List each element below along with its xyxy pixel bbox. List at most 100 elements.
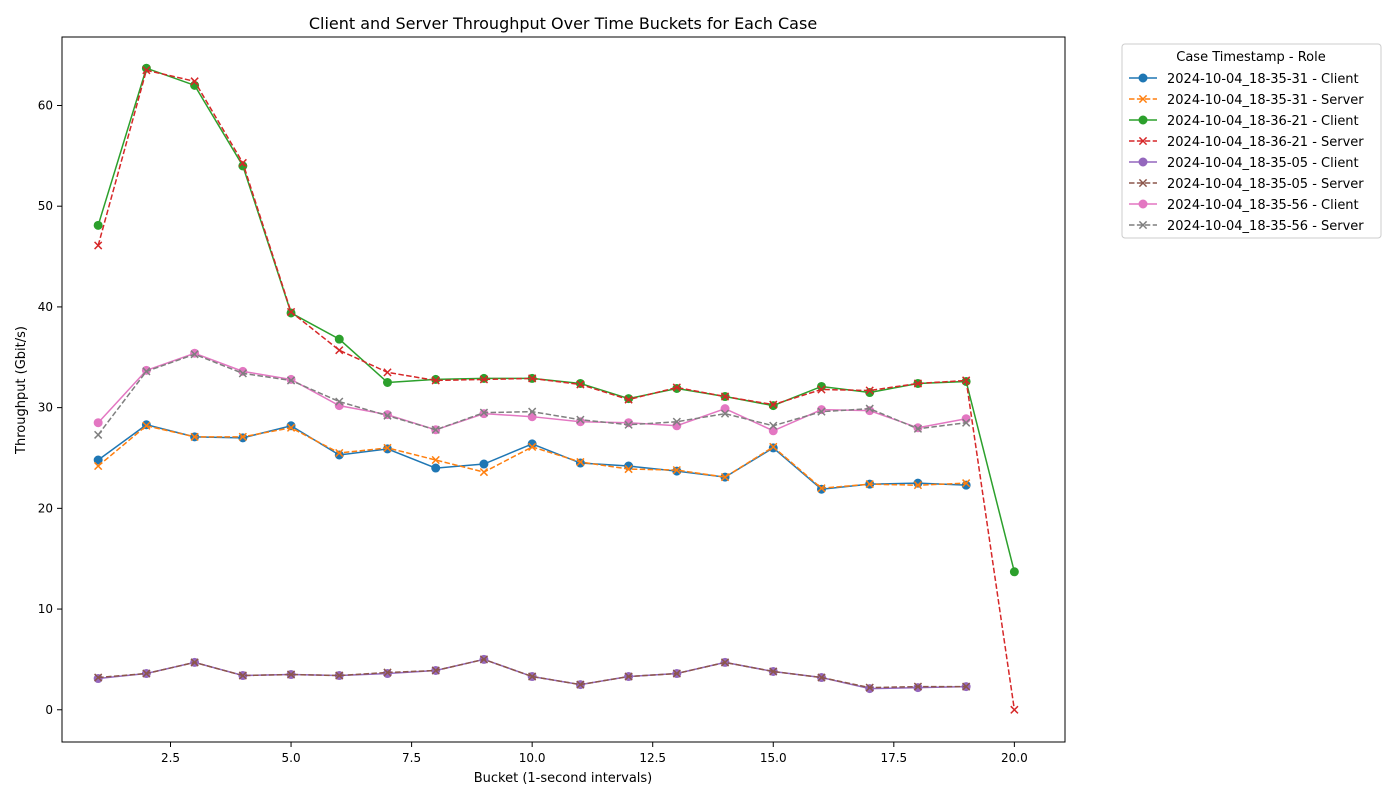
- legend-entry: 2024-10-04_18-36-21 - Client: [1129, 114, 1359, 129]
- chart-title: Client and Server Throughput Over Time B…: [309, 14, 817, 33]
- series-2024-10-04-18-35-56-server: [94, 350, 971, 439]
- data-point: [431, 425, 440, 434]
- y-tick-label: 60: [38, 98, 53, 112]
- legend-marker: [1138, 220, 1148, 230]
- legend-label: 2024-10-04_18-36-21 - Server: [1167, 135, 1364, 150]
- data-point: [769, 442, 778, 452]
- y-tick-label: 50: [38, 199, 53, 213]
- data-point: [286, 423, 296, 432]
- data-point: [286, 376, 296, 385]
- series-2024-10-04-18-35-31-server: [94, 421, 971, 493]
- data-point: [576, 380, 585, 389]
- legend-label: 2024-10-04_18-35-05 - Server: [1167, 177, 1364, 192]
- data-point: [431, 463, 441, 473]
- data-point: [817, 484, 826, 493]
- data-point: [383, 668, 392, 677]
- y-tick-label: 10: [38, 602, 53, 616]
- x-tick-label: 17.5: [880, 751, 907, 765]
- data-point: [672, 383, 681, 392]
- data-point: [672, 669, 681, 678]
- data-point: [528, 407, 537, 416]
- data-point: [479, 467, 489, 477]
- x-axis-label: Bucket (1-second intervals): [474, 771, 653, 786]
- data-point: [913, 379, 923, 388]
- legend-marker: [1138, 157, 1148, 167]
- data-point: [962, 376, 971, 385]
- data-point: [94, 430, 103, 439]
- legend-title: Case Timestamp - Role: [1176, 50, 1325, 65]
- y-tick-label: 40: [38, 300, 53, 314]
- x-tick-label: 5.0: [282, 751, 301, 765]
- data-point: [865, 386, 874, 395]
- data-point: [479, 459, 489, 469]
- data-point: [865, 683, 874, 692]
- data-point: [190, 350, 199, 359]
- data-point: [576, 457, 585, 467]
- data-point: [142, 66, 151, 75]
- data-point: [431, 666, 440, 675]
- y-axis-label: Throughput (Gbit/s): [14, 326, 29, 455]
- data-point: [93, 455, 103, 465]
- x-tick-label: 2.5: [161, 751, 180, 765]
- data-point: [238, 432, 247, 441]
- data-point: [238, 671, 247, 680]
- data-point: [479, 408, 489, 417]
- data-point: [769, 421, 778, 430]
- data-point: [93, 220, 103, 230]
- data-point: [913, 682, 923, 691]
- legend-label: 2024-10-04_18-35-56 - Server: [1167, 219, 1364, 234]
- data-point: [624, 464, 633, 474]
- data-point: [624, 672, 633, 681]
- legend-entry: 2024-10-04_18-35-05 - Server: [1129, 177, 1364, 192]
- y-tick-label: 30: [38, 401, 53, 415]
- data-point: [672, 421, 682, 431]
- data-point: [479, 375, 489, 384]
- data-point: [383, 368, 392, 377]
- data-point: [142, 669, 151, 678]
- data-point: [286, 307, 296, 317]
- x-tick-label: 15.0: [760, 751, 787, 765]
- data-point: [672, 417, 681, 426]
- legend-label: 2024-10-04_18-35-31 - Server: [1167, 93, 1364, 108]
- data-point: [190, 658, 199, 667]
- data-point: [624, 420, 633, 429]
- data-point: [142, 367, 151, 376]
- data-point: [383, 411, 392, 420]
- legend-marker: [1138, 136, 1148, 146]
- legend-entry: 2024-10-04_18-35-05 - Client: [1129, 156, 1359, 171]
- legend-label: 2024-10-04_18-35-56 - Client: [1167, 198, 1359, 213]
- legend-marker: [1138, 199, 1148, 209]
- legend-entry: 2024-10-04_18-35-56 - Server: [1129, 219, 1364, 234]
- data-point: [94, 673, 103, 682]
- data-point: [769, 667, 778, 676]
- data-point: [817, 407, 826, 416]
- data-point: [142, 421, 151, 430]
- legend-marker: [1138, 94, 1148, 104]
- data-point: [720, 658, 730, 667]
- data-point: [769, 400, 778, 409]
- plot-frame: [61, 36, 1066, 743]
- data-point: [94, 241, 103, 250]
- data-point: [238, 369, 247, 378]
- data-point: [624, 395, 633, 404]
- data-point: [576, 415, 585, 424]
- data-point: [817, 673, 826, 682]
- legend-label: 2024-10-04_18-36-21 - Client: [1167, 114, 1359, 129]
- y-tick-label: 0: [45, 703, 53, 717]
- data-point: [528, 374, 537, 383]
- data-point: [93, 418, 103, 428]
- data-point: [335, 448, 344, 458]
- data-point: [720, 472, 730, 482]
- data-point: [190, 432, 199, 441]
- legend-marker: [1138, 178, 1148, 188]
- x-tick-label: 20.0: [1001, 751, 1028, 765]
- series-line: [97, 69, 1016, 710]
- data-point: [190, 77, 199, 86]
- data-point: [528, 442, 537, 452]
- data-point: [335, 671, 344, 680]
- data-point: [962, 479, 971, 488]
- data-point: [528, 672, 537, 681]
- data-point: [961, 414, 971, 424]
- legend-entry: 2024-10-04_18-35-31 - Client: [1129, 72, 1359, 87]
